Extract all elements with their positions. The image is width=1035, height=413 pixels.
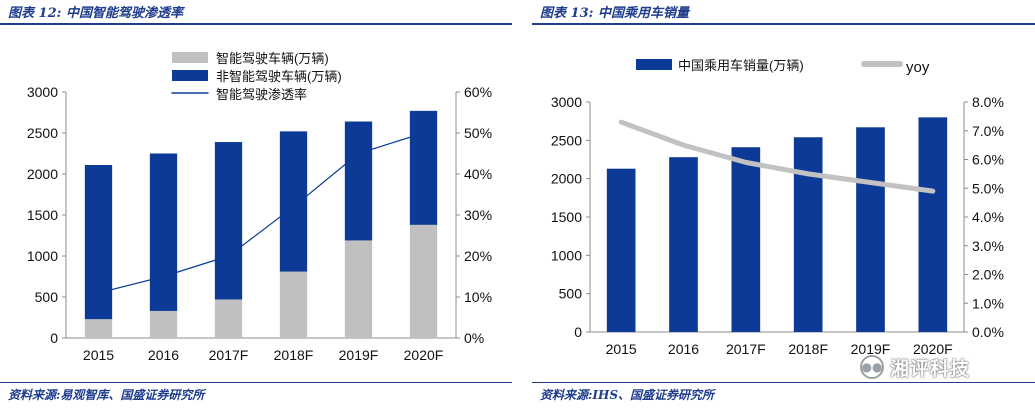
right-y-tick-label: 8.0% bbox=[972, 94, 1004, 110]
x-tick-label: 2018F bbox=[788, 341, 828, 357]
wechat-icon: ●● bbox=[860, 355, 884, 379]
bar bbox=[279, 131, 308, 272]
right-chart-title: 图表 13: 中国乘用车销量 bbox=[540, 6, 689, 21]
right-y-tick-label: 5.0% bbox=[972, 180, 1004, 196]
left-y-tick-label: 3000 bbox=[27, 84, 58, 100]
right-chart-source: 资料来源:IHS、国盛证券研究所 bbox=[540, 388, 715, 402]
right-title-rule bbox=[532, 23, 1035, 25]
left-chart-title: 图表 12: 中国智能驾驶渗透率 bbox=[8, 6, 183, 21]
right-y-tick-label: 0% bbox=[464, 330, 484, 346]
bar bbox=[669, 157, 698, 332]
right-chart-panel: 图表 13: 中国乘用车销量 0 500 1000 1500 2000 2500 3000 0… bbox=[532, 0, 1035, 413]
x-tick-label: 2016 bbox=[148, 347, 179, 363]
x-tick-label: 2016 bbox=[668, 341, 699, 357]
bar bbox=[279, 271, 308, 338]
x-tick-label: 2015 bbox=[83, 347, 114, 363]
right-y-tick-label: 4.0% bbox=[972, 209, 1004, 225]
right-y-tick-label: 50% bbox=[464, 125, 492, 141]
series-line bbox=[618, 119, 936, 194]
left-y-tick-label: 1000 bbox=[551, 247, 582, 263]
bar bbox=[214, 142, 243, 300]
left-y-tick-label: 1500 bbox=[551, 209, 582, 225]
bar bbox=[606, 168, 636, 332]
right-y-tick-label: 10% bbox=[464, 289, 492, 305]
x-tick-label: 2020F bbox=[404, 347, 444, 363]
left-chart-panel: 图表 12: 中国智能驾驶渗透率 0 500 1000 1500 2000 2500 300… bbox=[0, 0, 512, 413]
left-y-tick-label: 2500 bbox=[551, 132, 582, 148]
left-title-rule bbox=[0, 23, 512, 25]
bar bbox=[856, 127, 885, 332]
left-chart-source: 资料来源:易观智库、国盛证券研究所 bbox=[8, 388, 205, 402]
bar bbox=[149, 310, 178, 338]
left-y-tick-label: 1500 bbox=[27, 207, 58, 223]
legend-label: 智能驾驶渗透率 bbox=[216, 87, 307, 102]
x-tick-label: 2019F bbox=[851, 341, 891, 357]
x-tick-label: 2015 bbox=[606, 341, 637, 357]
x-tick-label: 2018F bbox=[274, 347, 314, 363]
bar bbox=[344, 121, 373, 241]
left-y-tick-label: 2000 bbox=[27, 166, 58, 182]
legend-label: yoy bbox=[906, 59, 930, 76]
right-y-tick-label: 30% bbox=[464, 207, 492, 223]
intelligent-driving-penetration-chart: 0 500 1000 1500 2000 2500 3000 0% 10% 20% 30% 40% 50… bbox=[27, 51, 492, 363]
bar bbox=[793, 137, 823, 332]
right-y-tick-label: 6.0% bbox=[972, 152, 1004, 168]
legend-swatch bbox=[172, 52, 208, 63]
right-y-tick-label: 7.0% bbox=[972, 123, 1004, 139]
bar bbox=[214, 299, 243, 338]
right-y-tick-label: 1.0% bbox=[972, 295, 1004, 311]
legend-label: 智能驾驶车辆(万辆) bbox=[216, 51, 329, 66]
x-tick-label: 2020F bbox=[913, 341, 953, 357]
left-y-tick-label: 0 bbox=[574, 324, 582, 340]
right-y-tick-label: 40% bbox=[464, 166, 492, 182]
x-tick-label: 2017F bbox=[726, 341, 766, 357]
bar bbox=[409, 224, 438, 338]
x-tick-label: 2019F bbox=[339, 347, 379, 363]
bar bbox=[84, 164, 113, 320]
passenger-car-sales-chart: 0 500 1000 1500 2000 2500 3000 0.0% 1.0% 2.0% 3.0%… bbox=[551, 58, 1004, 357]
legend-label: 中国乘用车销量(万辆) bbox=[678, 58, 804, 73]
right-y-tick-label: 60% bbox=[464, 84, 492, 100]
right-source-rule bbox=[532, 382, 1035, 383]
left-y-tick-label: 500 bbox=[35, 289, 59, 305]
legend-swatch bbox=[636, 59, 672, 70]
bar bbox=[149, 153, 178, 311]
bar bbox=[409, 110, 438, 225]
bar bbox=[84, 319, 113, 338]
left-y-tick-label: 2000 bbox=[551, 171, 582, 187]
series-line bbox=[97, 132, 425, 294]
bar bbox=[344, 240, 373, 338]
bar bbox=[918, 117, 948, 332]
left-source-rule bbox=[0, 382, 512, 383]
bar bbox=[731, 147, 761, 332]
x-tick-label: 2017F bbox=[209, 347, 249, 363]
left-y-tick-label: 3000 bbox=[551, 94, 582, 110]
left-y-tick-label: 2500 bbox=[27, 125, 58, 141]
right-y-tick-label: 3.0% bbox=[972, 238, 1004, 254]
right-y-tick-label: 0.0% bbox=[972, 324, 1004, 340]
right-y-tick-label: 2.0% bbox=[972, 267, 1004, 283]
watermark: ●● 湘评科技 bbox=[860, 352, 1030, 382]
right-y-tick-label: 20% bbox=[464, 248, 492, 264]
watermark-text: 湘评科技 bbox=[890, 357, 971, 380]
left-y-tick-label: 500 bbox=[559, 286, 583, 302]
legend-swatch bbox=[172, 70, 208, 81]
left-y-tick-label: 0 bbox=[50, 330, 58, 346]
left-y-tick-label: 1000 bbox=[27, 248, 58, 264]
legend-label: 非智能驾驶车辆(万辆) bbox=[216, 69, 342, 84]
